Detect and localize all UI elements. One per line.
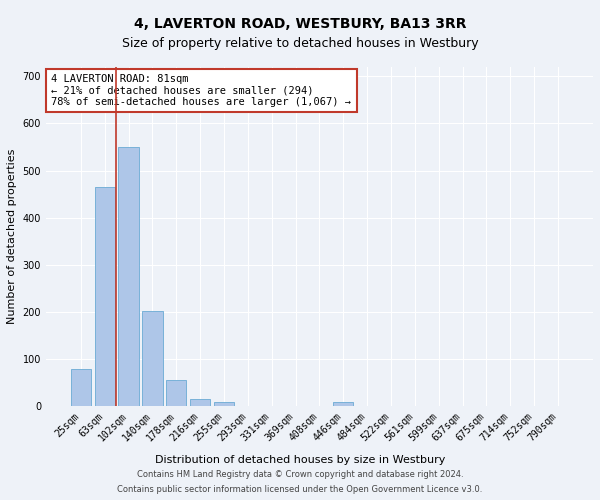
Text: Size of property relative to detached houses in Westbury: Size of property relative to detached ho…	[122, 38, 478, 51]
Text: 4 LAVERTON ROAD: 81sqm
← 21% of detached houses are smaller (294)
78% of semi-de: 4 LAVERTON ROAD: 81sqm ← 21% of detached…	[52, 74, 352, 107]
Bar	[71, 368, 91, 406]
Bar	[166, 380, 187, 406]
Text: Contains HM Land Registry data © Crown copyright and database right 2024.: Contains HM Land Registry data © Crown c…	[137, 470, 463, 479]
Y-axis label: Number of detached properties: Number of detached properties	[7, 149, 17, 324]
Bar	[142, 310, 163, 406]
Text: 4, LAVERTON ROAD, WESTBURY, BA13 3RR: 4, LAVERTON ROAD, WESTBURY, BA13 3RR	[134, 18, 466, 32]
Text: Distribution of detached houses by size in Westbury: Distribution of detached houses by size …	[155, 455, 445, 465]
Bar	[214, 402, 234, 406]
Text: Contains public sector information licensed under the Open Government Licence v3: Contains public sector information licen…	[118, 485, 482, 494]
Bar	[333, 402, 353, 406]
Bar	[95, 187, 115, 406]
Bar	[190, 399, 211, 406]
Bar	[118, 147, 139, 406]
